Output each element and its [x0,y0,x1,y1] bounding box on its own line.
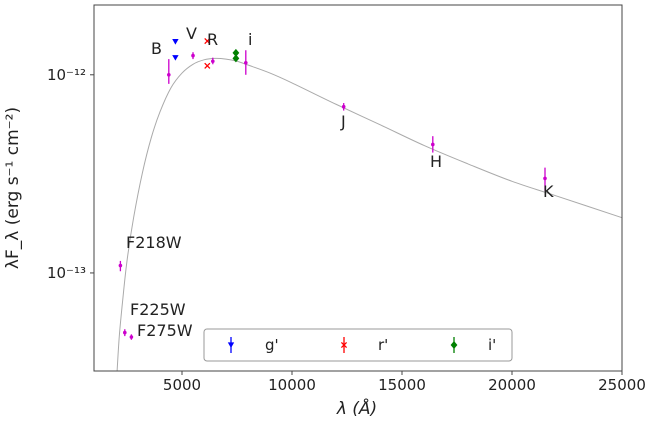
band-label-v: V [186,24,197,43]
point-2-1-marker [204,62,211,69]
legend-label-i: i' [488,336,496,354]
y-tick-label-1: 10⁻¹² [47,66,86,84]
x-tick-label-4: 25000 [598,376,646,394]
band-label-f275w: F275W [137,321,193,340]
point-1-0-marker [172,39,179,45]
plot-frame [93,4,623,372]
y-axis-label: λF_λ (erg s⁻¹ cm⁻²) [3,107,23,269]
ticks-layer: 5000 10000 15000 20000 25000 10⁻¹³ 10⁻¹² [47,66,646,394]
legend-label-r: r' [378,336,388,354]
point-j-marker [341,104,346,109]
point-v-marker [191,53,195,58]
point-1-1-marker [172,55,179,61]
x-tick-label-2: 15000 [378,376,426,394]
model-curve-layer [116,57,623,372]
legend-marker-1 [340,341,348,349]
x-tick-label-1: 10000 [268,376,316,394]
model-curve [116,57,623,372]
band-label-k: K [543,182,554,201]
band-label-f225w: F225W [130,300,186,319]
x-tick-label-0: 5000 [163,376,201,394]
legend-label-g: g' [265,336,279,354]
point-3-0-marker [232,48,240,57]
band-label-f218w: F218W [126,233,182,252]
legend-marker-2 [450,341,458,349]
legend-box [203,328,513,362]
band-label-j: J [340,112,346,131]
point-h-marker [431,142,435,147]
point-3-1-marker [232,54,240,63]
point-f275w-marker [129,335,134,339]
x-axis-label: λ (Å) [336,397,377,419]
point-f225w-marker [123,330,127,335]
x-tick-label-3: 20000 [488,376,536,394]
band-label-b: B [151,39,162,58]
point-i-marker [244,60,248,65]
point-b-marker [167,72,171,77]
point-r-marker [211,59,215,64]
y-tick-label-0: 10⁻¹³ [47,264,86,282]
point-k-marker [543,176,547,181]
legend-marker-0 [227,342,235,348]
legend-markers [227,337,458,353]
band-label-h: H [430,152,442,171]
legend: g' r' i' [203,328,513,362]
band-label-r: R [207,30,218,49]
band-label-i: i [248,30,252,49]
data-marks-layer [118,37,547,340]
point-f218w-marker [118,263,123,268]
point-2-0-marker [204,37,211,45]
